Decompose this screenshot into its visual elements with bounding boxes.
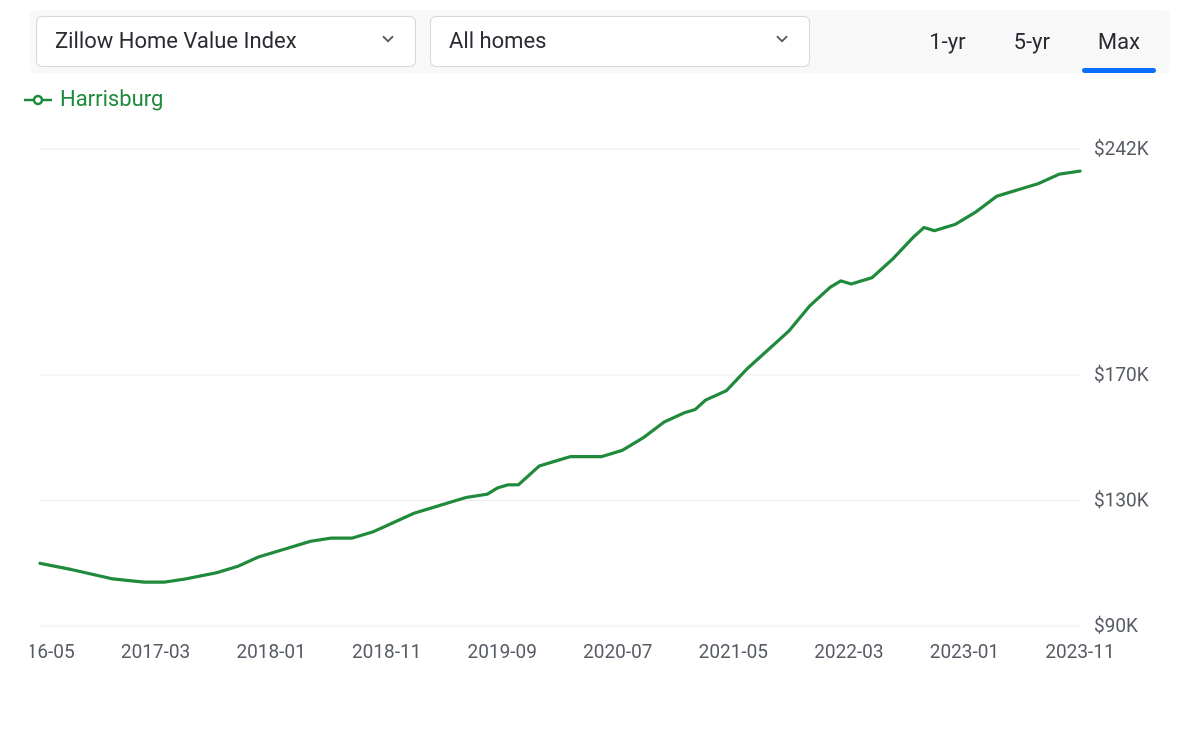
chart-controls: Zillow Home Value Index All homes 1-yr5-… — [30, 10, 1170, 73]
metric-dropdown-label: Zillow Home Value Index — [55, 29, 297, 54]
y-axis-label: $90K — [1094, 614, 1138, 637]
metric-dropdown[interactable]: Zillow Home Value Index — [36, 16, 416, 67]
chevron-down-icon — [379, 29, 397, 54]
legend-label: Harrisburg — [60, 87, 163, 112]
x-axis-label: 2023-11 — [1045, 640, 1114, 663]
range-tab-1yr[interactable]: 1-yr — [905, 16, 989, 67]
y-axis-label: $170K — [1094, 363, 1149, 386]
x-axis-label: 2017-03 — [121, 640, 190, 663]
chart-legend: Harrisburg — [24, 87, 1170, 112]
series-line-harrisburg — [40, 171, 1080, 582]
x-axis-label: 2023-01 — [930, 640, 999, 663]
x-axis-label: 2016-05 — [30, 640, 75, 663]
filter-dropdown[interactable]: All homes — [430, 16, 810, 67]
line-chart: $242K $170K $130K $90K 2016-05 2017-03 2018-0… — [30, 116, 1170, 676]
range-tab-5yr[interactable]: 5-yr — [990, 16, 1074, 67]
x-axis-label: 2019-09 — [468, 640, 537, 663]
filter-dropdown-label: All homes — [449, 29, 547, 54]
x-axis-label: 2020-07 — [583, 640, 652, 663]
y-axis-label: $242K — [1094, 137, 1149, 160]
x-axis-label: 2021-05 — [699, 640, 768, 663]
chevron-down-icon — [773, 29, 791, 54]
range-tab-max[interactable]: Max — [1074, 16, 1164, 67]
x-axis-label: 2018-11 — [352, 640, 421, 663]
x-axis-label: 2018-01 — [236, 640, 305, 663]
x-axis-label: 2022-03 — [814, 640, 883, 663]
legend-swatch-icon — [24, 93, 52, 107]
y-axis-label: $130K — [1094, 489, 1149, 512]
range-tabs: 1-yr5-yrMax — [905, 16, 1164, 67]
